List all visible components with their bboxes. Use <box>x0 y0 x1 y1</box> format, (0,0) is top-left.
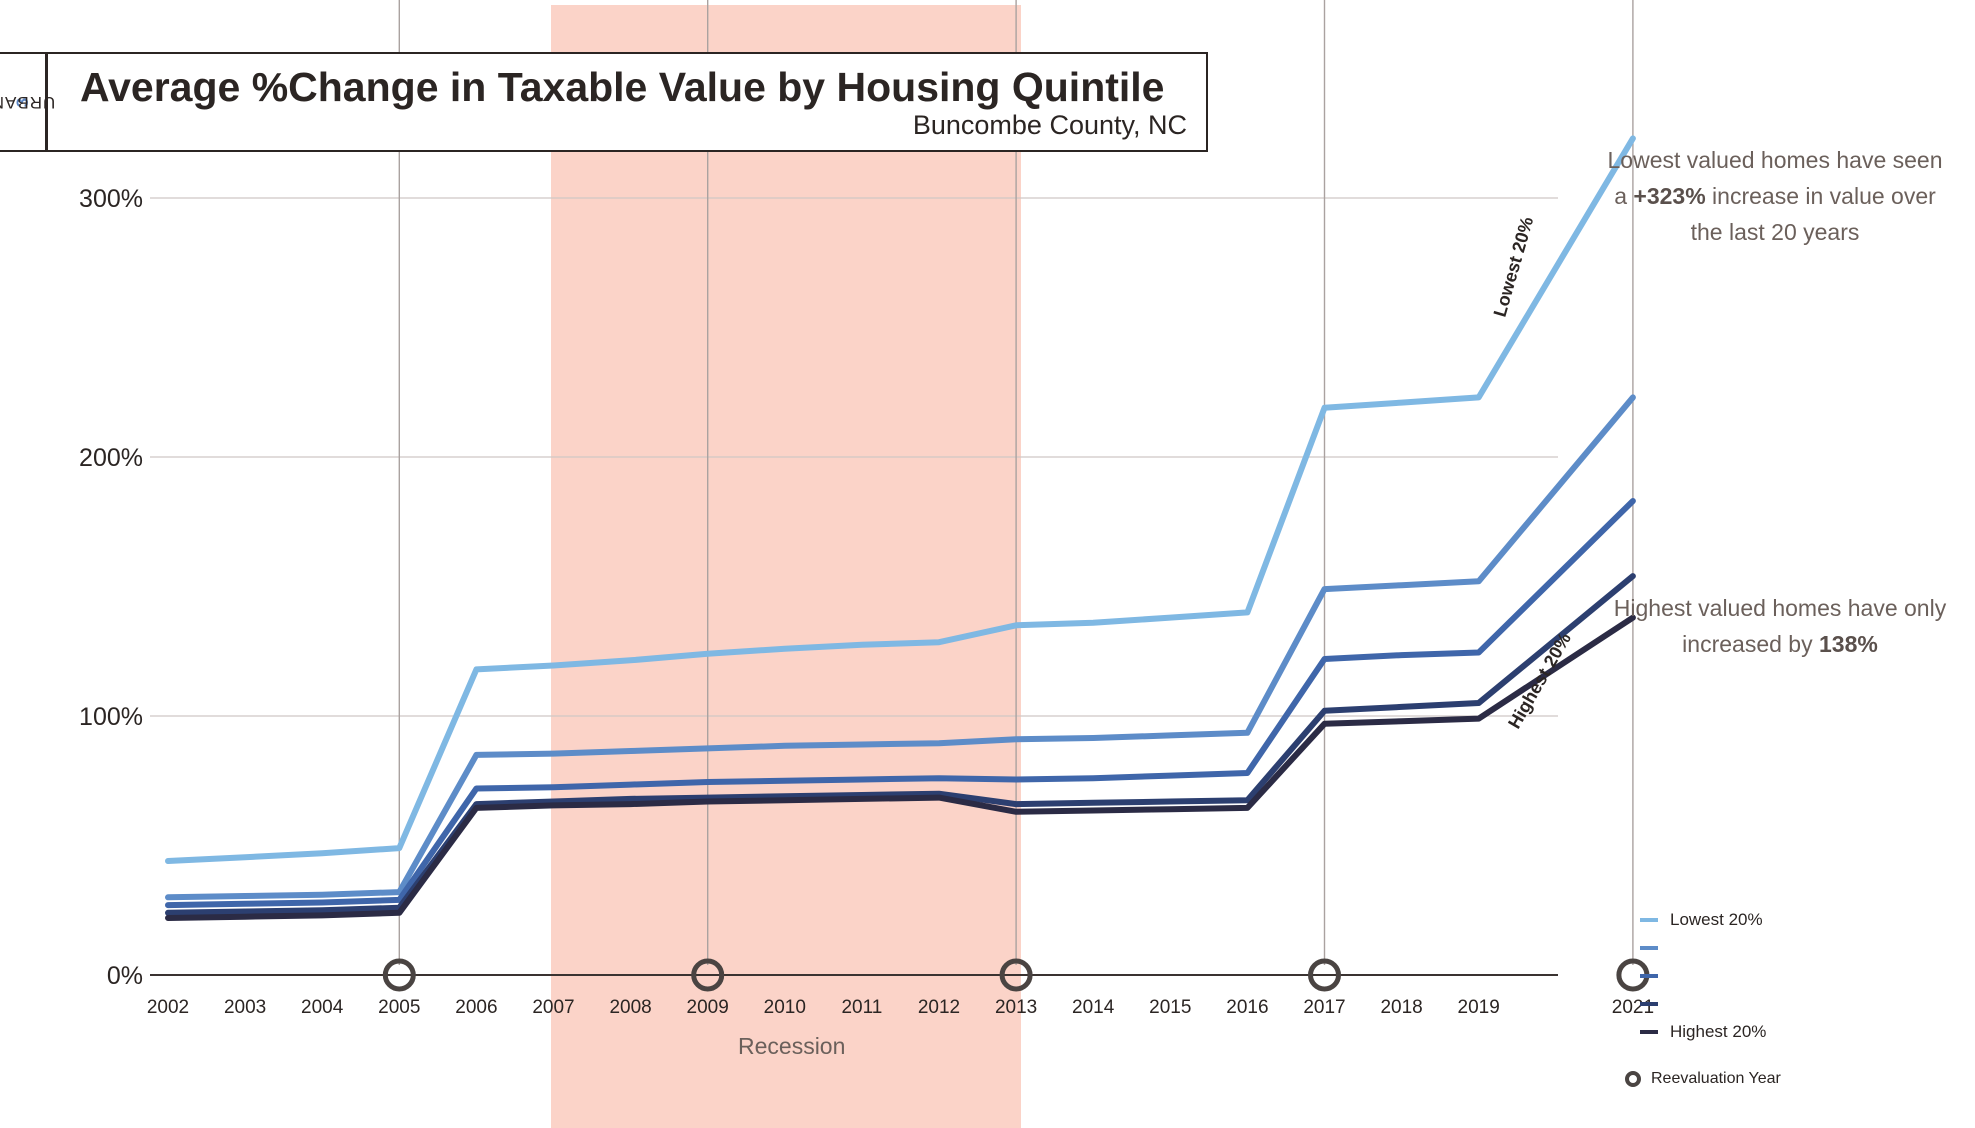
legend-item: Highest 20% <box>1640 1018 1766 1046</box>
legend-swatch <box>1640 946 1658 950</box>
x-tick-label: 2010 <box>764 997 806 1018</box>
series-line <box>165 498 1636 909</box>
y-tick-label: 200% <box>79 444 143 472</box>
x-tick-label: 2019 <box>1458 997 1500 1018</box>
legend: Lowest 20% Highest 20% <box>1640 906 1766 1046</box>
x-tick-label: 2017 <box>1303 997 1345 1018</box>
x-tick-label: 2014 <box>1072 997 1115 1018</box>
legend-reevaluation: Reevaluation Year <box>1625 1070 1781 1088</box>
y-tick-label: 100% <box>79 703 143 731</box>
legend-item <box>1640 962 1766 990</box>
reevaluation-marker <box>382 958 416 992</box>
line-label-lowest: Lowest 20% <box>1490 215 1538 320</box>
legend-swatch <box>1640 1030 1658 1034</box>
x-tick-label: 2006 <box>455 997 497 1018</box>
series-line <box>165 135 1636 864</box>
y-tick-label: 0% <box>107 962 143 990</box>
x-tick-label: 2016 <box>1226 997 1268 1018</box>
x-tick-label: 2018 <box>1380 997 1422 1018</box>
x-tick-label: 2003 <box>224 997 266 1018</box>
x-tick-label: 2009 <box>687 997 729 1018</box>
reevaluation-marker <box>999 958 1033 992</box>
reevaluation-marker <box>1308 958 1341 992</box>
legend-item <box>1640 990 1766 1018</box>
legend-swatch <box>1640 918 1658 922</box>
x-tick-label: 2007 <box>532 997 574 1018</box>
brand-logo: URBAN3 <box>0 52 55 152</box>
x-tick-label: 2004 <box>301 997 344 1018</box>
legend-item <box>1640 934 1766 962</box>
reevaluation-marker <box>691 958 725 992</box>
x-tick-label: 2002 <box>147 997 189 1018</box>
x-tick-label: 2008 <box>609 997 651 1018</box>
recession-band <box>551 5 1021 1128</box>
highest-annotation: Highest valued homes have only increased… <box>1613 595 1947 657</box>
x-tick-label: 2012 <box>918 997 960 1018</box>
chart-subtitle: Buncombe County, NC <box>912 110 1187 140</box>
title-box <box>0 52 1208 152</box>
lowest-annotation: Lowest valued homes have seen a +323% in… <box>1607 147 1943 245</box>
x-tick-label: 2015 <box>1149 997 1191 1018</box>
series-line <box>165 614 1636 921</box>
legend-item: Lowest 20% <box>1640 906 1766 934</box>
x-tick-label: 2013 <box>995 997 1037 1018</box>
y-tick-label: 300% <box>79 185 143 213</box>
recession-label: Recession <box>738 1033 846 1059</box>
chart-title: Average %Change in Taxable Value by Hous… <box>80 64 1165 110</box>
x-tick-label: 2005 <box>378 997 420 1018</box>
legend-swatch <box>1640 974 1658 978</box>
series-line <box>165 394 1636 901</box>
x-tick-label: 2011 <box>841 997 882 1018</box>
reevaluation-circle-icon <box>1625 1071 1641 1087</box>
legend-swatch <box>1640 1002 1658 1006</box>
series-line <box>165 573 1636 916</box>
